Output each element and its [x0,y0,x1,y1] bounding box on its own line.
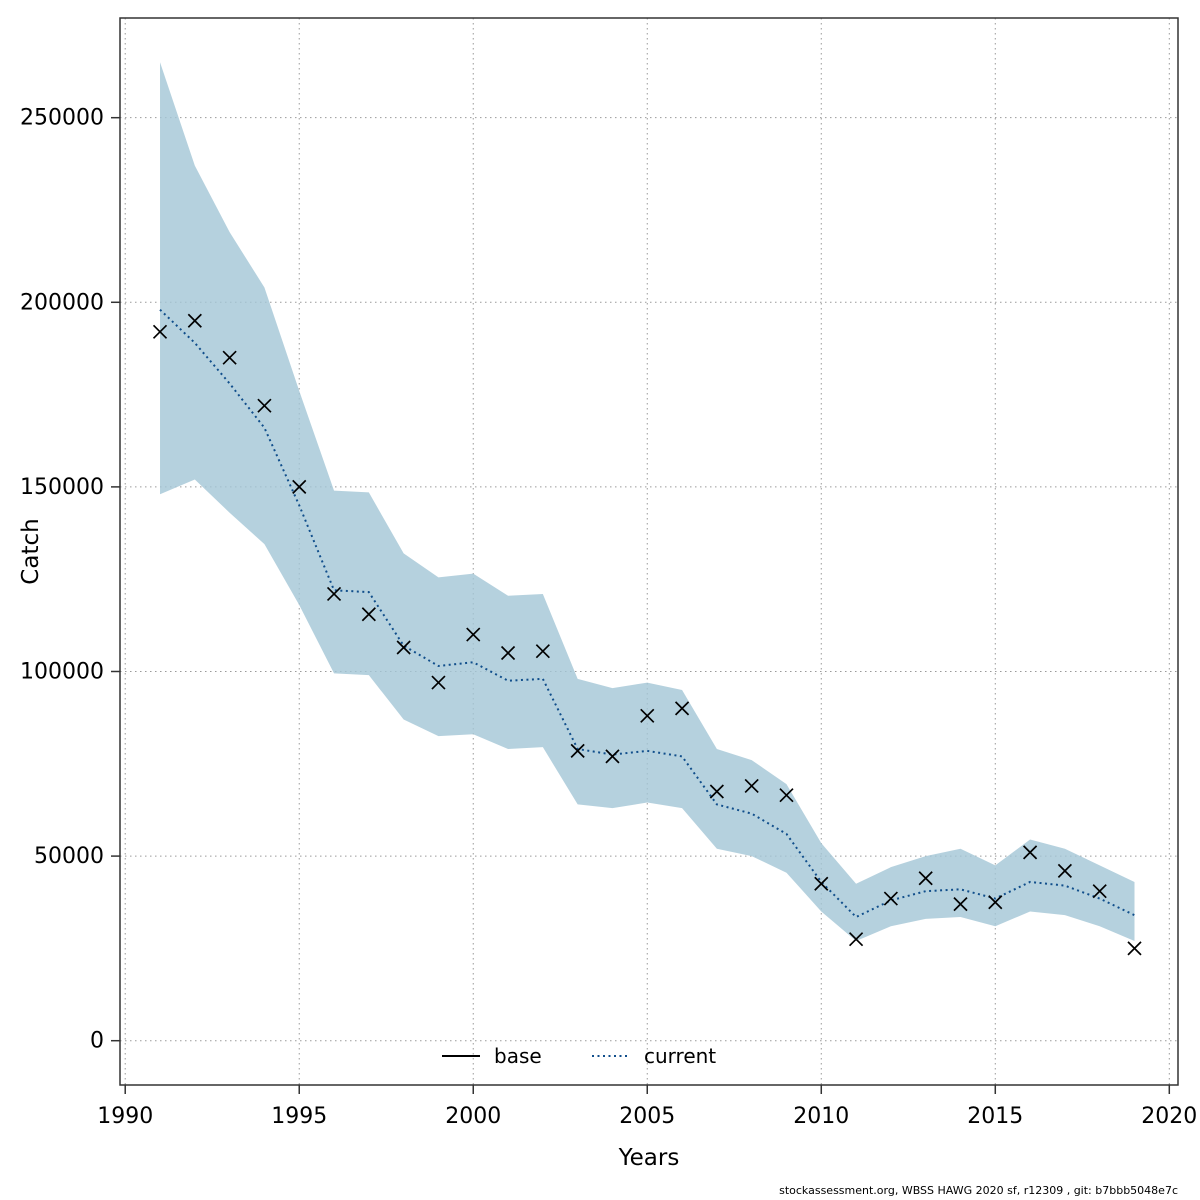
x-tick-labels: 1990 1995 2000 2005 2010 2015 2020 [97,1104,1197,1129]
x-marker [466,627,481,642]
x-marker [605,749,620,764]
y-tick-label: 250000 [20,106,104,131]
legend-base-label: base [494,1044,542,1068]
footer-citation: stockassessment.org, WBSS HAWG 2020 sf, … [779,1184,1178,1197]
legend-current-label: current [644,1044,716,1068]
y-tick-label: 150000 [20,475,104,500]
x-marker [257,398,272,413]
x-marker [152,324,168,339]
x-marker [187,313,202,328]
x-marker [848,932,864,947]
x-tick-label: 2015 [967,1104,1023,1129]
confidence-ribbon [160,62,1135,942]
x-marker [535,644,550,659]
x-marker [1057,863,1072,878]
x-tick-label: 1995 [271,1104,327,1129]
x-marker [292,479,307,494]
axis-ticks [111,116,1171,1094]
x-marker [953,896,968,912]
current-line [159,308,1135,919]
x-tick-label: 2000 [445,1104,501,1129]
y-axis-title: Catch [18,518,44,584]
x-marker [222,350,237,365]
x-tick-label: 2020 [1141,1104,1197,1129]
x-marker [396,640,411,655]
x-tick-label: 2005 [619,1104,675,1129]
x-marker [500,645,516,661]
x-marker [988,895,1003,910]
x-marker [709,784,724,799]
x-marker [361,607,376,622]
x-axis-title: Years [618,1145,680,1171]
x-marker [674,701,690,716]
x-marker [1127,941,1142,956]
x-marker [326,586,342,602]
y-tick-label: 50000 [34,844,104,869]
x-marker [814,876,829,891]
observed-markers [152,313,1142,956]
x-marker [918,871,933,886]
x-tick-label: 2010 [793,1104,849,1129]
y-tick-label: 100000 [20,659,104,684]
legend: base current [442,1044,716,1068]
x-marker [640,708,655,723]
x-marker [1022,845,1038,860]
x-tick-label: 1990 [97,1104,153,1129]
x-marker [744,778,759,794]
plot-border [119,17,1179,1086]
x-marker [779,788,794,803]
x-marker [431,675,446,690]
x-marker [883,891,898,906]
x-marker [1092,884,1107,899]
y-tick-labels: 0 50000 100000 150000 200000 250000 [20,106,104,1054]
y-tick-label: 200000 [20,290,104,315]
y-tick-label: 0 [90,1029,104,1054]
x-marker [570,743,585,758]
